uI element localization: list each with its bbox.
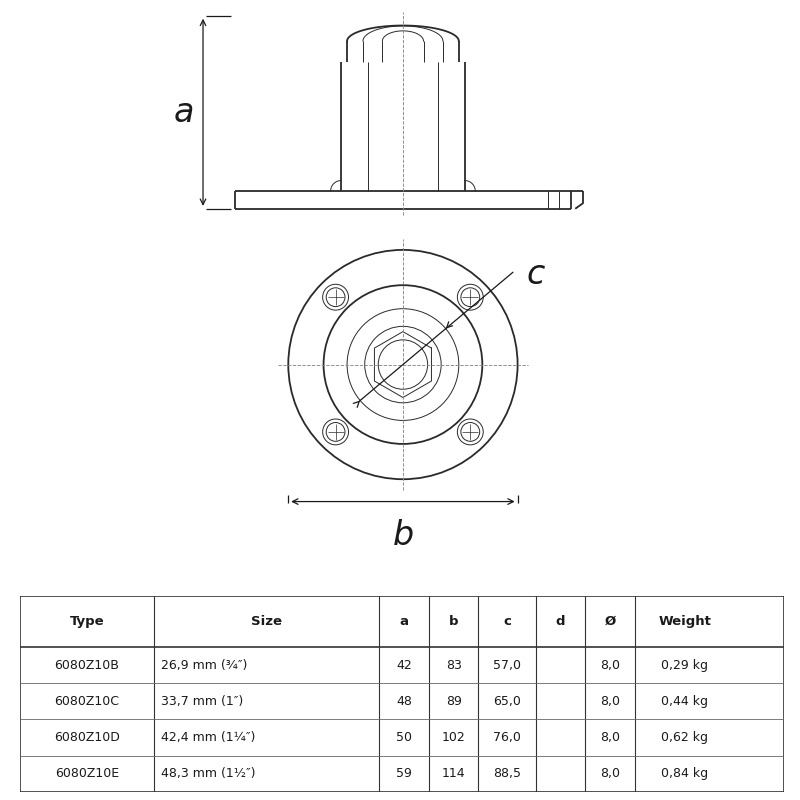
Text: 26,9 mm (¾″): 26,9 mm (¾″) — [162, 658, 248, 671]
Text: 0,44 kg: 0,44 kg — [661, 695, 708, 708]
Text: 48: 48 — [396, 695, 412, 708]
Text: Ø: Ø — [605, 615, 616, 628]
Text: 59: 59 — [396, 767, 412, 780]
Text: 0,62 kg: 0,62 kg — [661, 731, 708, 744]
Text: 0,84 kg: 0,84 kg — [661, 767, 708, 780]
Text: Type: Type — [70, 615, 104, 628]
Text: 42: 42 — [396, 658, 412, 671]
Text: 8,0: 8,0 — [600, 767, 620, 780]
Text: Size: Size — [251, 615, 282, 628]
Text: 33,7 mm (1″): 33,7 mm (1″) — [162, 695, 243, 708]
Text: b: b — [392, 519, 414, 552]
Text: 114: 114 — [442, 767, 466, 780]
Text: 48,3 mm (1½″): 48,3 mm (1½″) — [162, 767, 256, 780]
Text: a: a — [174, 96, 194, 129]
Text: 76,0: 76,0 — [493, 731, 521, 744]
Text: 8,0: 8,0 — [600, 658, 620, 671]
Text: 65,0: 65,0 — [493, 695, 521, 708]
Text: 89: 89 — [446, 695, 462, 708]
Text: 0,29 kg: 0,29 kg — [661, 658, 708, 671]
Text: 42,4 mm (1¼″): 42,4 mm (1¼″) — [162, 731, 256, 744]
Text: 8,0: 8,0 — [600, 695, 620, 708]
Text: 83: 83 — [446, 658, 462, 671]
Text: 6080Z10C: 6080Z10C — [54, 695, 119, 708]
Text: 57,0: 57,0 — [493, 658, 521, 671]
Text: d: d — [556, 615, 566, 628]
Text: 88,5: 88,5 — [493, 767, 521, 780]
Text: c: c — [526, 258, 545, 291]
Text: a: a — [399, 615, 409, 628]
Text: 102: 102 — [442, 731, 466, 744]
Text: 6080Z10E: 6080Z10E — [54, 767, 119, 780]
Text: Weight: Weight — [658, 615, 711, 628]
Text: 6080Z10D: 6080Z10D — [54, 731, 120, 744]
Text: 6080Z10B: 6080Z10B — [54, 658, 119, 671]
Text: c: c — [503, 615, 511, 628]
Text: 8,0: 8,0 — [600, 731, 620, 744]
Text: b: b — [449, 615, 458, 628]
Text: 50: 50 — [396, 731, 412, 744]
